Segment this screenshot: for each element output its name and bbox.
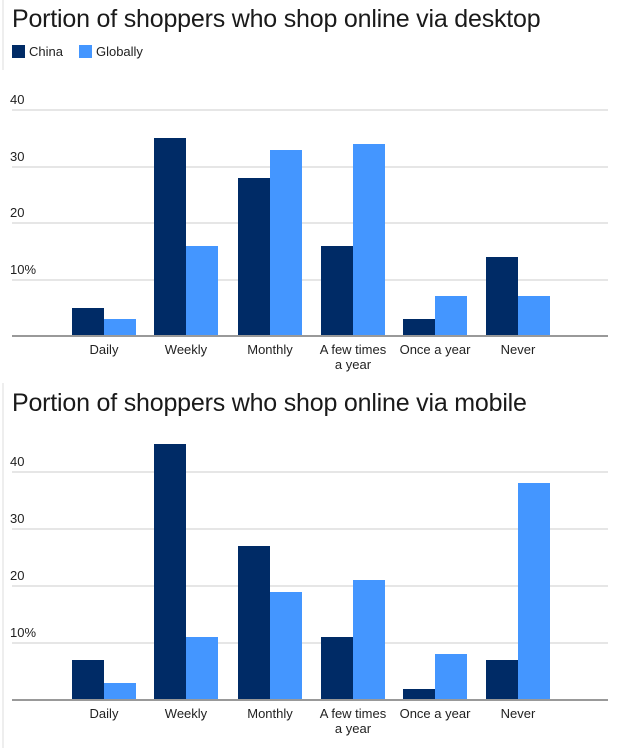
bar-china (486, 256, 518, 336)
panel-edge (2, 383, 4, 748)
x-category-label: Monthly (247, 706, 293, 721)
bar-globally (186, 245, 218, 336)
bar-china (486, 660, 518, 700)
bar-globally (270, 149, 302, 336)
bar-china (154, 443, 186, 700)
gridline (12, 222, 608, 224)
x-category-label: Never (500, 342, 536, 357)
x-category-label: Once a year (399, 342, 471, 357)
panel-edge (2, 0, 4, 70)
bar-china (238, 546, 270, 700)
bar-globally (353, 143, 385, 336)
gridline (12, 109, 608, 111)
gridline (12, 585, 608, 587)
y-tick-label: 30 (10, 511, 25, 526)
y-tick-label: 20 (10, 568, 25, 583)
legend-label: China (29, 44, 63, 59)
bar-china (403, 319, 435, 336)
x-category-label: Monthly (247, 342, 293, 357)
y-tick-label: 30 (10, 148, 25, 164)
x-category-label: A few times a year (319, 706, 387, 736)
legend-swatch-globally (78, 45, 92, 58)
bar-china (321, 245, 353, 336)
bar-china (154, 138, 186, 336)
x-category-label: A few times a year (319, 342, 387, 372)
bar-globally (104, 682, 136, 700)
x-category-label: Daily (89, 342, 119, 357)
bar-globally (353, 580, 385, 700)
bar-globally (518, 483, 550, 700)
bar-china (238, 177, 270, 336)
bar-globally (435, 654, 467, 700)
bar-globally (104, 319, 136, 336)
chart-title: Portion of shoppers who shop online via … (12, 389, 527, 417)
y-tick-label: 20 (10, 205, 25, 220)
gridline (12, 471, 608, 473)
chart-title: Portion of shoppers who shop online via … (12, 5, 541, 33)
bar-globally (186, 637, 218, 700)
bar-globally (270, 591, 302, 700)
plot-area: 40 30 20 10% Daily Weekly Monthly A few times a … (10, 92, 608, 372)
x-axis (12, 699, 608, 701)
legend-item-globally: Globally (78, 44, 143, 59)
x-category-label: Weekly (164, 706, 208, 721)
gridline (12, 165, 608, 168)
gridline (12, 642, 608, 644)
x-category-label: Weekly (164, 342, 208, 357)
legend-label: Globally (95, 44, 143, 59)
x-category-label: Daily (89, 706, 119, 721)
y-tick-label: 10% (10, 261, 37, 277)
gridline (12, 528, 608, 530)
x-axis (12, 335, 608, 337)
y-tick-label: 10% (10, 625, 37, 640)
legend-item-china: China (12, 44, 63, 59)
legend: China Globally (12, 44, 159, 59)
bar-globally (518, 296, 550, 336)
y-tick-label: 40 (10, 92, 25, 107)
bar-globally (435, 296, 467, 336)
legend-swatch-china (12, 45, 25, 58)
bar-china (321, 637, 353, 700)
desktop-chart: Portion of shoppers who shop online via … (2, 0, 608, 372)
x-category-label: Once a year (399, 706, 471, 721)
bar-china (72, 307, 104, 336)
y-tick-label: 40 (10, 454, 25, 469)
x-category-label: Never (500, 706, 536, 721)
gridline (12, 278, 608, 281)
bar-china (403, 688, 435, 700)
bar-china (72, 660, 104, 700)
